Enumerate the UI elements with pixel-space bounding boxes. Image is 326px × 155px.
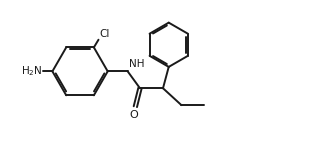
- Text: NH: NH: [129, 59, 145, 69]
- Text: Cl: Cl: [99, 29, 110, 39]
- Text: H$_2$N: H$_2$N: [21, 64, 43, 78]
- Text: O: O: [129, 110, 138, 120]
